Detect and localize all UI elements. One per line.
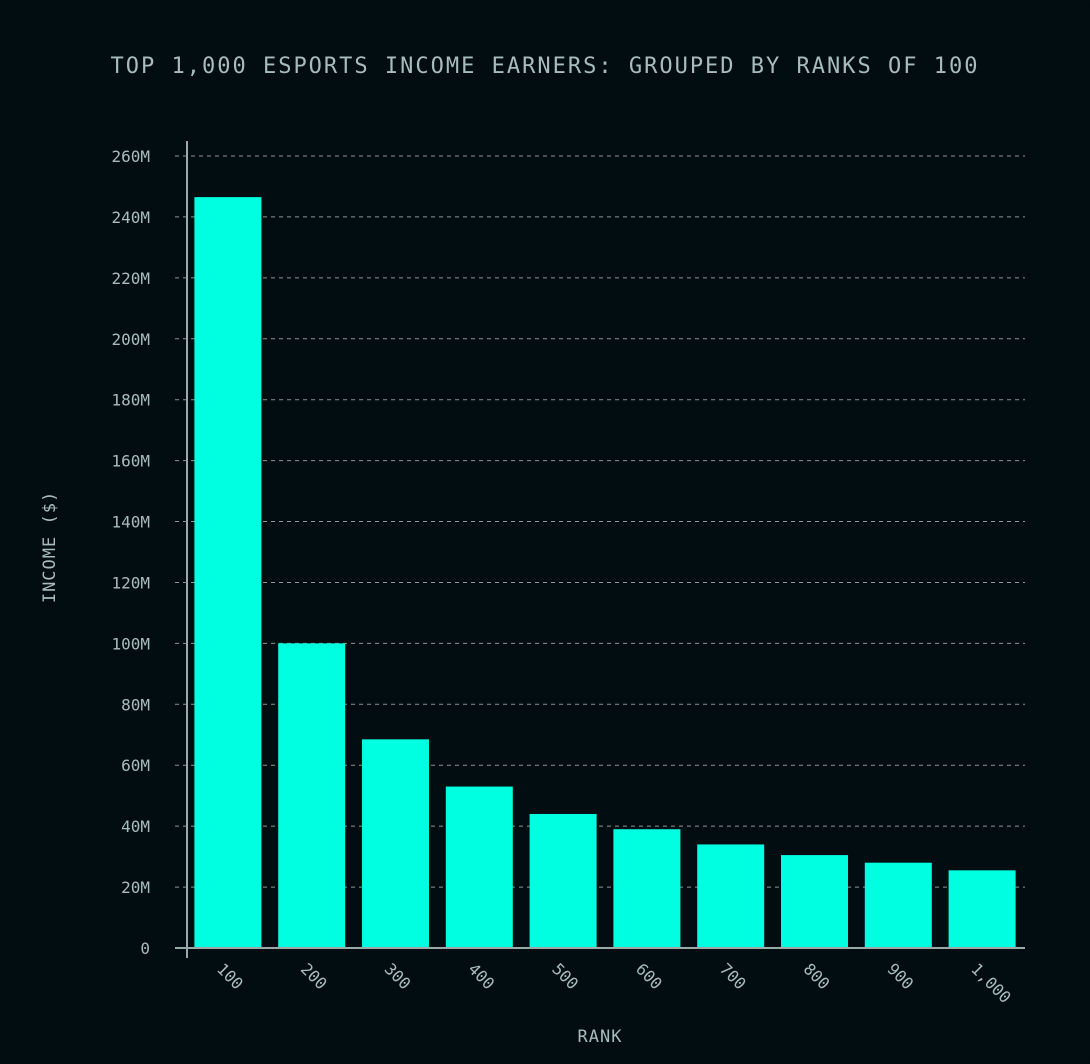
y-tick-labels: 0 20M 40M 60M 80M 100M 120M 140M 160M 180M 200M 220… [111, 147, 150, 958]
x-tick-label: 900 [883, 959, 917, 993]
x-tick-label: 600 [632, 959, 666, 993]
y-tick-label: 260M [111, 147, 150, 166]
bar [278, 643, 346, 948]
y-tick-label: 20M [121, 878, 150, 897]
x-tick-label: 700 [716, 959, 750, 993]
y-tick-label: 180M [111, 391, 150, 410]
x-axis-title: RANK [578, 1027, 623, 1047]
y-tick-label: 100M [111, 634, 150, 653]
x-tick-label: 200 [297, 959, 331, 993]
y-tick-label: 40M [121, 817, 150, 836]
x-tick-label: 100 [213, 959, 247, 993]
y-tick-label: 160M [111, 452, 150, 471]
bar [613, 829, 681, 948]
x-tick-label: 1,000 [967, 959, 1014, 1006]
y-tick-label: 200M [111, 330, 150, 349]
y-tick-label: 140M [111, 513, 150, 532]
bar [362, 739, 429, 948]
y-tick-label: 0 [140, 939, 150, 958]
x-tick-label: 400 [464, 959, 498, 993]
bar [948, 870, 1016, 948]
axes [175, 141, 1025, 958]
y-axis-title: INCOME ($) [40, 491, 60, 603]
x-tick-label: 500 [548, 959, 582, 993]
bar [194, 197, 262, 949]
x-tick-label: 300 [381, 959, 415, 993]
bar [445, 786, 513, 948]
bar [781, 855, 848, 948]
y-tick-label: 220M [111, 269, 150, 288]
x-tick-labels: 100 200 300 400 500 600 700 800 900 1,000 [213, 959, 1015, 1006]
bar [697, 844, 765, 948]
x-tick-label: 800 [800, 959, 834, 993]
y-tick-label: 80M [121, 695, 150, 714]
gridlines [175, 155, 1025, 888]
y-tick-label: 240M [111, 208, 150, 227]
bar [864, 862, 932, 948]
y-tick-label: 60M [121, 756, 150, 775]
bars [194, 197, 1016, 949]
chart-title: TOP 1,000 ESPORTS INCOME EARNERS: GROUPE… [110, 54, 980, 79]
bar [529, 813, 597, 948]
y-tick-label: 120M [111, 573, 150, 592]
